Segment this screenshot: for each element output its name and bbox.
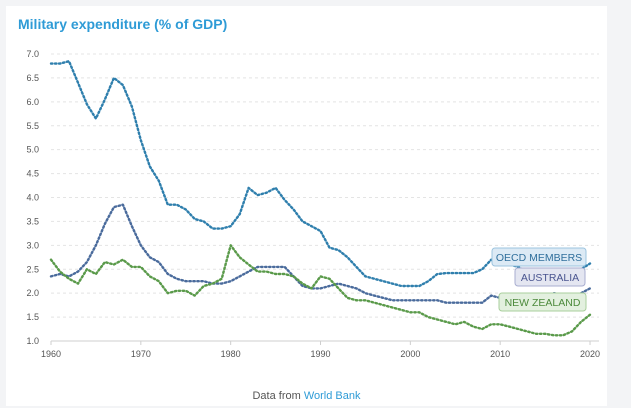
series-label-box xyxy=(498,292,587,312)
y-tick-label: 3.0 xyxy=(26,240,39,250)
x-tick-label: 2010 xyxy=(490,349,510,359)
y-tick-label: 6.0 xyxy=(26,97,39,107)
y-tick-label: 1.5 xyxy=(26,312,39,322)
y-tick-label: 5.5 xyxy=(26,121,39,131)
y-tick-label: 4.5 xyxy=(26,169,39,179)
series-label-text: AUSTRALIA xyxy=(521,272,579,284)
world-bank-link[interactable]: World Bank xyxy=(303,390,361,402)
source-prefix: Data from xyxy=(252,390,301,402)
series-label-australia: AUSTRALIA xyxy=(514,267,586,287)
x-axis: 1960 1970 1980 1990 2000 2010 2020 xyxy=(41,340,600,359)
y-tick-label: 2.5 xyxy=(26,264,39,274)
y-tick-label: 2.0 xyxy=(26,288,39,298)
series-labels: OECD MEMBERS AUSTRALIA NEW ZEALAND xyxy=(491,247,587,312)
x-tick-label: 2000 xyxy=(400,349,420,359)
y-axis: 1.0 1.5 2.0 2.5 3.0 3.5 4.0 4.5 5.0 5.5 6.0 6.5 7.0 xyxy=(26,49,39,346)
x-tick-label: 1990 xyxy=(310,349,330,359)
source-footer: Data from World Bank xyxy=(6,390,607,402)
series-label-new-zealand: NEW ZEALAND xyxy=(498,292,587,312)
series-label-oecd-members: OECD MEMBERS xyxy=(491,247,587,267)
series-label-text: OECD MEMBERS xyxy=(496,252,582,264)
series-label-box xyxy=(491,247,587,267)
y-tick-label: 1.0 xyxy=(26,336,39,346)
y-tick-label: 6.5 xyxy=(26,73,39,83)
series-label-text: NEW ZEALAND xyxy=(505,297,581,309)
x-tick-label: 2020 xyxy=(580,349,600,359)
y-tick-label: 5.0 xyxy=(26,145,39,155)
line-chart: 1.01.52.02.53.03.54.04.55.05.56.06.57.0 … xyxy=(26,49,600,359)
x-tick-label: 1960 xyxy=(41,349,61,359)
series-line-new-zealand[interactable] xyxy=(49,244,592,337)
series-label-box xyxy=(514,267,586,287)
chart-card: Military expenditure (% of GDP) 1.0 1.5 2.… xyxy=(6,6,607,406)
x-tick-label: 1970 xyxy=(131,349,151,359)
y-tick-label: 3.5 xyxy=(26,216,39,226)
y-tick-label: 7.0 xyxy=(26,49,39,59)
y-tick-label: 4.0 xyxy=(26,193,39,203)
x-tick-label: 1980 xyxy=(221,349,241,359)
chart-title: Military expenditure (% of GDP) xyxy=(18,16,228,32)
